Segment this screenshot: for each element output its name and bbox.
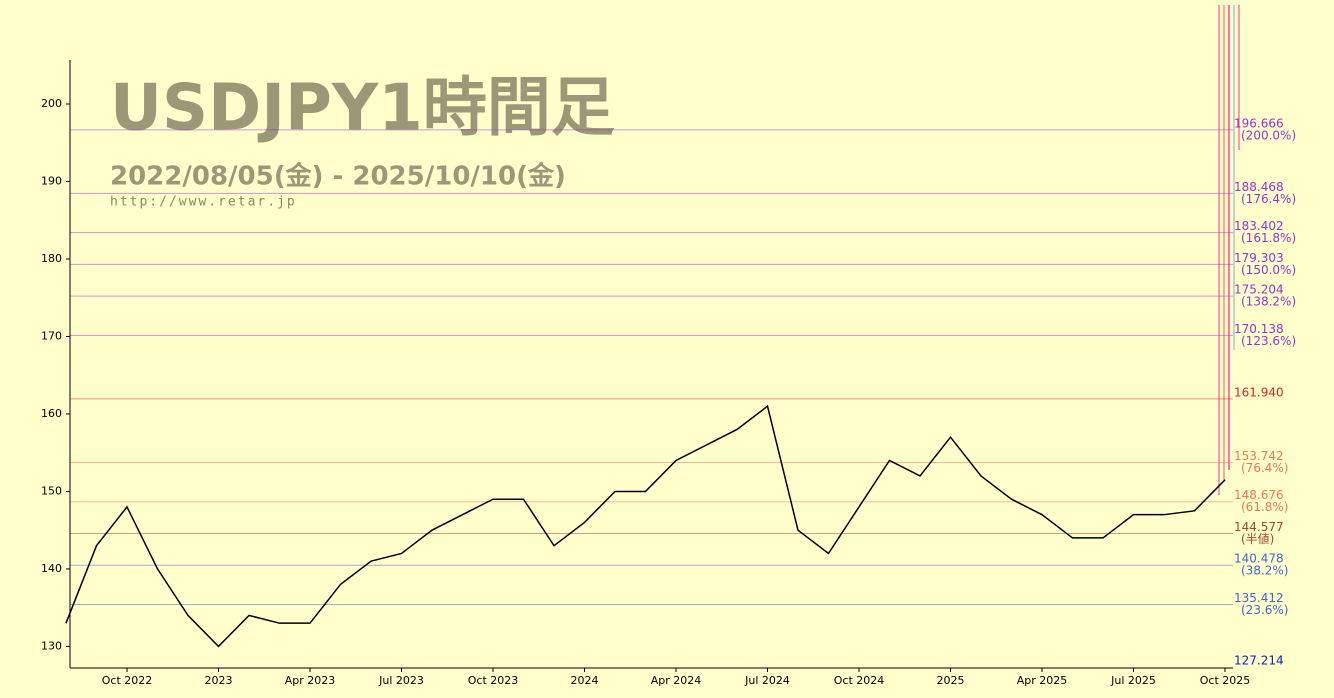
- level-note: (138.2%): [1241, 295, 1296, 309]
- x-tick-label: 2023: [205, 674, 233, 687]
- level-label: 148.676: [1234, 488, 1284, 502]
- level-label: 188.468: [1234, 180, 1284, 194]
- level-label: 153.742: [1234, 449, 1284, 463]
- x-tick-label: 2025: [937, 674, 965, 687]
- x-tick-label: Oct 2025: [1200, 674, 1251, 687]
- y-tick-label: 130: [41, 639, 62, 652]
- level-note: (半値): [1241, 531, 1274, 546]
- x-tick-label: Apr 2025: [1017, 674, 1068, 687]
- x-tick-label: Jul 2025: [1110, 674, 1156, 687]
- level-label: 179.303: [1234, 251, 1284, 265]
- level-label: 140.478: [1234, 552, 1284, 566]
- x-tick-label: Jul 2023: [378, 674, 424, 687]
- source-url: http://www.retar.jp: [110, 195, 297, 210]
- level-note: (38.2%): [1241, 564, 1288, 578]
- level-label: 127.214: [1234, 654, 1284, 668]
- y-tick-label: 140: [41, 562, 62, 575]
- y-tick-label: 180: [41, 252, 62, 265]
- level-note: (161.8%): [1241, 231, 1296, 245]
- level-label: 135.412: [1234, 591, 1284, 605]
- x-tick-label: Oct 2024: [834, 674, 885, 687]
- y-tick-label: 190: [41, 174, 62, 187]
- level-note: (76.4%): [1241, 461, 1288, 475]
- level-note: (61.8%): [1241, 500, 1288, 514]
- level-label: 175.204: [1234, 283, 1284, 297]
- level-note: (123.6%): [1241, 334, 1296, 348]
- level-label: 161.940: [1234, 385, 1284, 399]
- chart-title: USDJPY1時間足: [110, 72, 615, 146]
- x-tick-label: Apr 2024: [651, 674, 702, 687]
- x-tick-label: Oct 2022: [102, 674, 153, 687]
- x-tick-label: 2024: [571, 674, 599, 687]
- y-tick-label: 150: [41, 484, 62, 497]
- x-tick-label: Apr 2023: [285, 674, 336, 687]
- y-tick-label: 170: [41, 329, 62, 342]
- y-tick-label: 160: [41, 407, 62, 420]
- level-note: (150.0%): [1241, 263, 1296, 277]
- level-label: 170.138: [1234, 322, 1284, 336]
- level-label: 196.666: [1234, 116, 1284, 130]
- x-tick-label: Jul 2024: [744, 674, 790, 687]
- level-note: (176.4%): [1241, 192, 1296, 206]
- x-tick-label: Oct 2023: [468, 674, 519, 687]
- level-label: 144.577: [1234, 520, 1284, 534]
- price-line: [65, 404, 1226, 648]
- level-note: (200.0%): [1241, 128, 1296, 142]
- decor-lines: [1218, 5, 1240, 495]
- level-label: 183.402: [1234, 219, 1284, 233]
- chart-subtitle: 2022/08/05(金) - 2025/10/10(金): [110, 161, 566, 192]
- y-tick-label: 200: [41, 97, 62, 110]
- level-note: (23.6%): [1241, 603, 1288, 617]
